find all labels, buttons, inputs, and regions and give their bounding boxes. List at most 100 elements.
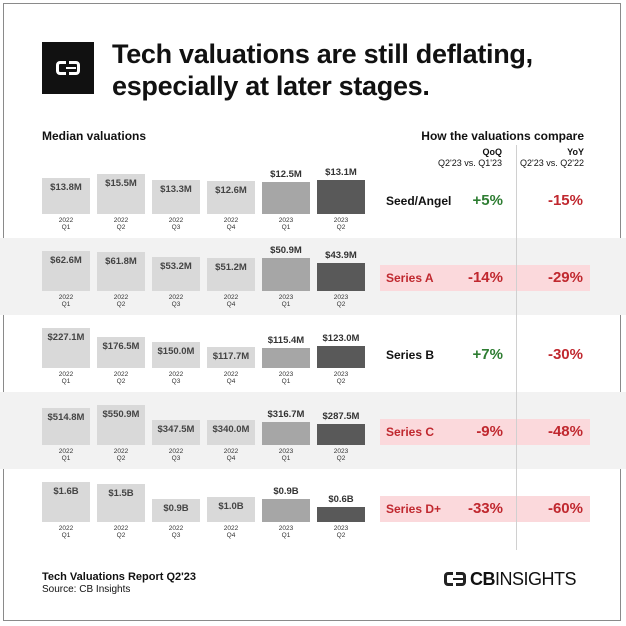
bar [207,347,255,368]
yoy-change: -60% [547,500,583,517]
yoy-label: YoY [567,147,584,157]
stage-comparison: Series B +7% -30% [380,342,590,368]
x-tick-label: 2023 Q2 [333,294,349,308]
median-valuations-header: Median valuations [42,129,147,143]
bar [317,507,365,522]
yoy-change: -48% [547,423,583,440]
x-tick-label: 2023 Q2 [333,525,349,539]
stage-row: $1.6B 2022 Q1 $1.5B 2022 Q2 $0.9B 2022 Q3 $1.0B 20… [0,469,626,546]
bar-value-label: $0.9B [163,503,189,514]
yoy-change: -30% [547,346,583,363]
x-tick-label: 2022 Q3 [168,371,184,385]
bar-value-label: $227.1M [47,332,85,343]
bar [42,482,90,522]
bar [207,258,255,291]
bar [97,337,145,368]
bar [317,263,365,291]
x-tick-label: 2023 Q1 [278,294,294,308]
stage-row: $13.8M 2022 Q1 $15.5M 2022 Q2 $13.3M 2022 Q3 $12.… [0,161,626,238]
page-title: Tech valuations are still deflating, esp… [112,39,533,101]
stage-label: Series C [386,425,435,439]
stage-row: $514.8M 2022 Q1 $550.9M 2022 Q2 $347.5M 2022 Q3 $… [0,392,626,469]
bar [262,182,310,214]
bar [152,257,200,291]
bar [262,499,310,522]
yoy-change: -15% [547,192,583,209]
bar-value-label: $13.8M [50,182,82,193]
stage-label: Seed/Angel [386,194,452,208]
stage-label: Series A [386,271,434,285]
bar-value-label: $53.2M [160,261,192,272]
x-tick-label: 2022 Q3 [168,525,184,539]
bar-value-label: $347.5M [157,424,195,435]
cb-insights-logo-icon [444,572,466,586]
bar-value-label: $50.9M [270,245,302,256]
x-tick-label: 2022 Q3 [168,448,184,462]
bar-value-label: $176.5M [102,341,140,352]
bar [97,174,145,214]
qoq-change: -9% [476,423,503,440]
bar [152,180,200,214]
stage-comparison: Series A -14% -29% [380,265,590,291]
qoq-change: +5% [472,192,503,209]
column-divider [516,145,517,550]
x-tick-label: 2023 Q2 [333,448,349,462]
qoq-sublabel: Q2'23 vs. Q1'23 [438,158,502,168]
bar-value-label: $15.5M [105,178,137,189]
stage-label: Series B [386,348,435,362]
x-tick-label: 2022 Q1 [58,371,74,385]
cb-logo-icon [42,42,94,94]
bar-value-label: $12.5M [270,169,302,180]
footer-source: Source: CB Insights [42,584,131,595]
bar-value-label: $12.6M [215,185,247,196]
x-tick-label: 2022 Q2 [113,294,129,308]
stage-comparison: Series C -9% -48% [380,419,590,445]
bar-value-label: $340.0M [212,424,250,435]
bar [152,420,200,445]
x-tick-label: 2022 Q4 [223,217,239,231]
yoy-sublabel: Q2'23 vs. Q2'22 [520,158,584,168]
stage-comparison: Series D+ -33% -60% [380,496,590,522]
bar-value-label: $0.6B [328,494,354,505]
x-tick-label: 2022 Q2 [113,448,129,462]
bar-value-label: $117.7M [212,351,250,362]
brand-thin: INSIGHTS [495,569,577,589]
bar [152,342,200,368]
qoq-change: -14% [467,269,503,286]
x-tick-label: 2022 Q2 [113,217,129,231]
x-tick-label: 2022 Q1 [58,448,74,462]
footer-title: Tech Valuations Report Q2'23 [42,571,197,583]
yoy-column-header: YoY Q2'23 vs. Q2'22 [500,147,584,169]
bar-value-label: $150.0M [157,346,195,357]
bar-value-label: $514.8M [47,412,85,423]
bar-value-label: $287.5M [322,411,360,422]
x-tick-label: 2022 Q3 [168,217,184,231]
x-tick-label: 2022 Q4 [223,448,239,462]
bar [262,258,310,291]
stage-row: $227.1M 2022 Q1 $176.5M 2022 Q2 $150.0M 2022 Q3 $… [0,315,626,392]
bar [97,484,145,522]
bar [42,408,90,445]
bar [207,497,255,522]
bar-value-label: $43.9M [325,250,357,261]
bar-value-label: $13.1M [325,167,357,178]
x-tick-label: 2023 Q2 [333,217,349,231]
bar [207,181,255,214]
x-tick-label: 2022 Q4 [223,525,239,539]
compare-header: How the valuations compare [421,129,584,143]
bar [317,424,365,445]
qoq-label: QoQ [482,147,503,157]
x-tick-label: 2023 Q1 [278,525,294,539]
stage-row: $62.6M 2022 Q1 $61.8M 2022 Q2 $53.2M 2022 Q3 $51.… [0,238,626,315]
bar [152,499,200,522]
qoq-change: -33% [467,500,503,517]
x-tick-label: 2022 Q1 [58,294,74,308]
x-tick-label: 2022 Q4 [223,371,239,385]
bar-value-label: $1.6B [53,486,79,497]
bar-value-label: $0.9B [273,486,299,497]
bar-value-label: $62.6M [50,255,82,266]
x-tick-label: 2022 Q3 [168,294,184,308]
bar [262,348,310,368]
bar-value-label: $550.9M [102,409,140,420]
bar [97,405,145,445]
